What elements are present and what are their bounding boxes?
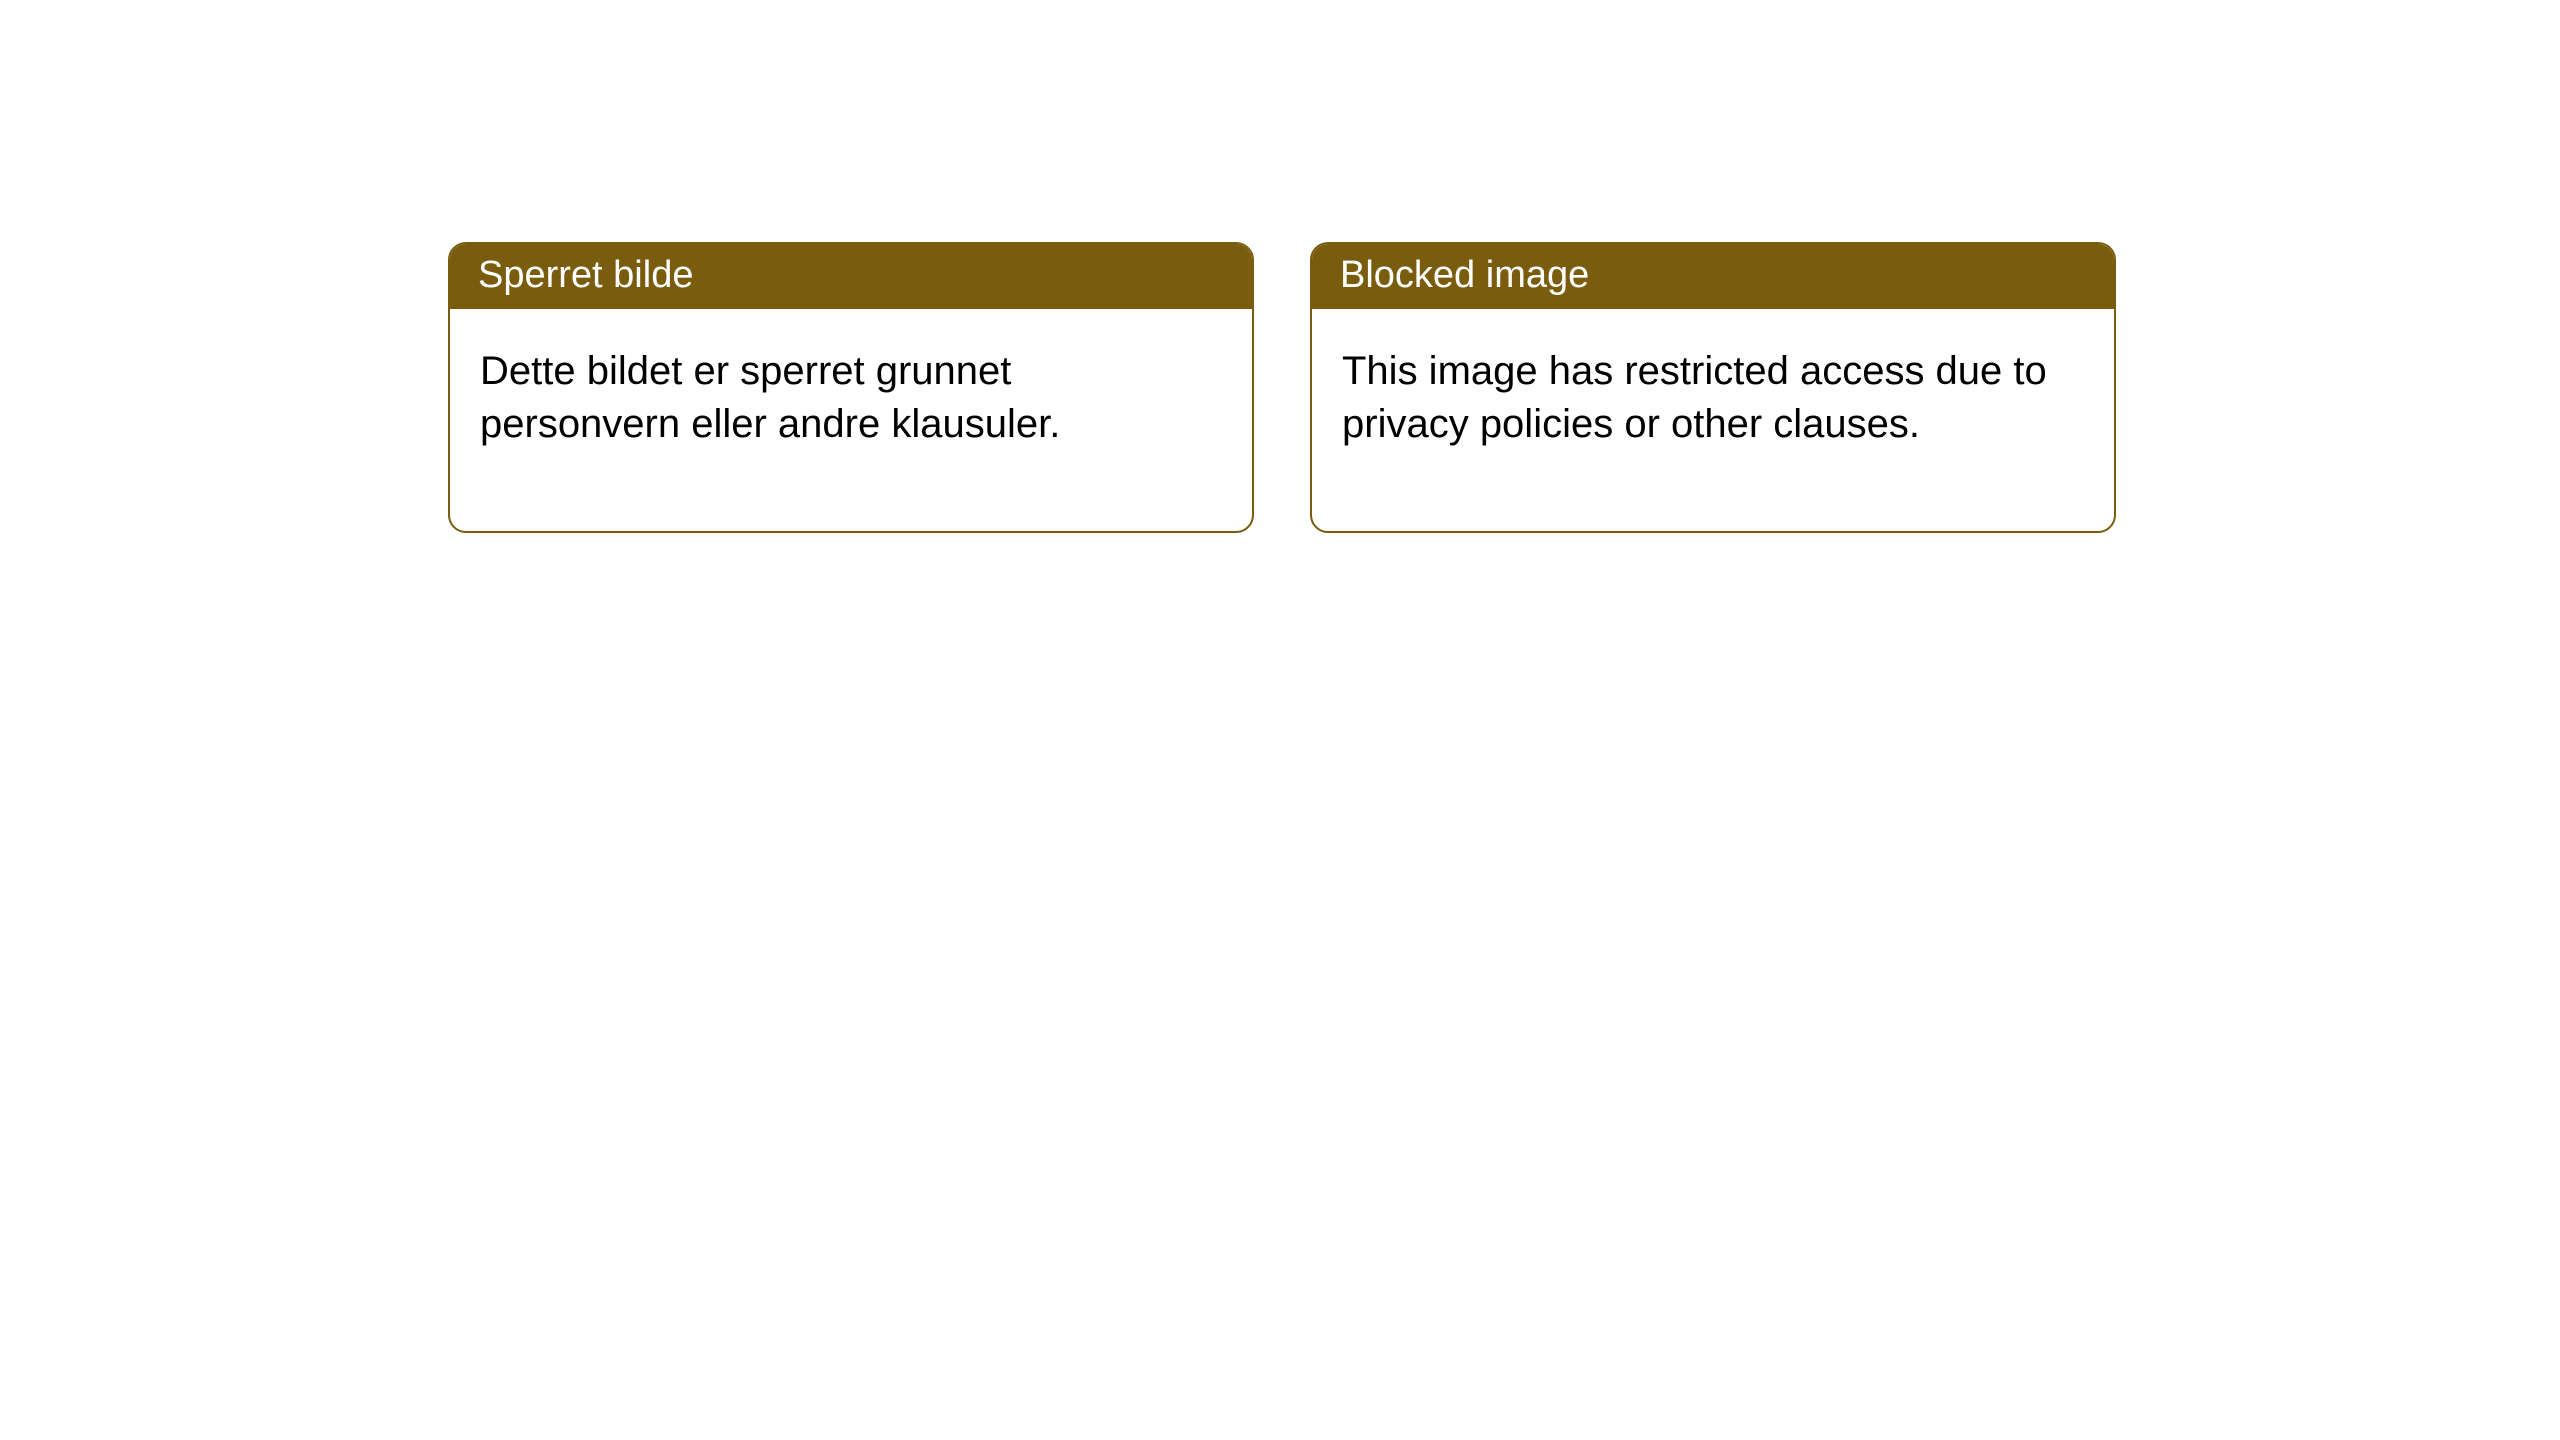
card-title-en: Blocked image — [1340, 254, 1589, 296]
blocked-image-card-no: Sperret bilde Dette bildet er sperret gr… — [448, 242, 1254, 533]
card-header-en: Blocked image — [1312, 244, 2114, 309]
card-title-no: Sperret bilde — [478, 254, 693, 296]
cards-container: Sperret bilde Dette bildet er sperret gr… — [0, 0, 2560, 533]
card-header-no: Sperret bilde — [450, 244, 1252, 309]
card-body-en: This image has restricted access due to … — [1312, 309, 2114, 531]
blocked-image-card-en: Blocked image This image has restricted … — [1310, 242, 2116, 533]
card-body-text-no: Dette bildet er sperret grunnet personve… — [480, 349, 1060, 446]
card-body-text-en: This image has restricted access due to … — [1342, 349, 2047, 446]
card-body-no: Dette bildet er sperret grunnet personve… — [450, 309, 1252, 531]
